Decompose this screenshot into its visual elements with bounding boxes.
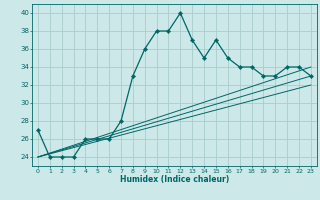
X-axis label: Humidex (Indice chaleur): Humidex (Indice chaleur) [120, 175, 229, 184]
